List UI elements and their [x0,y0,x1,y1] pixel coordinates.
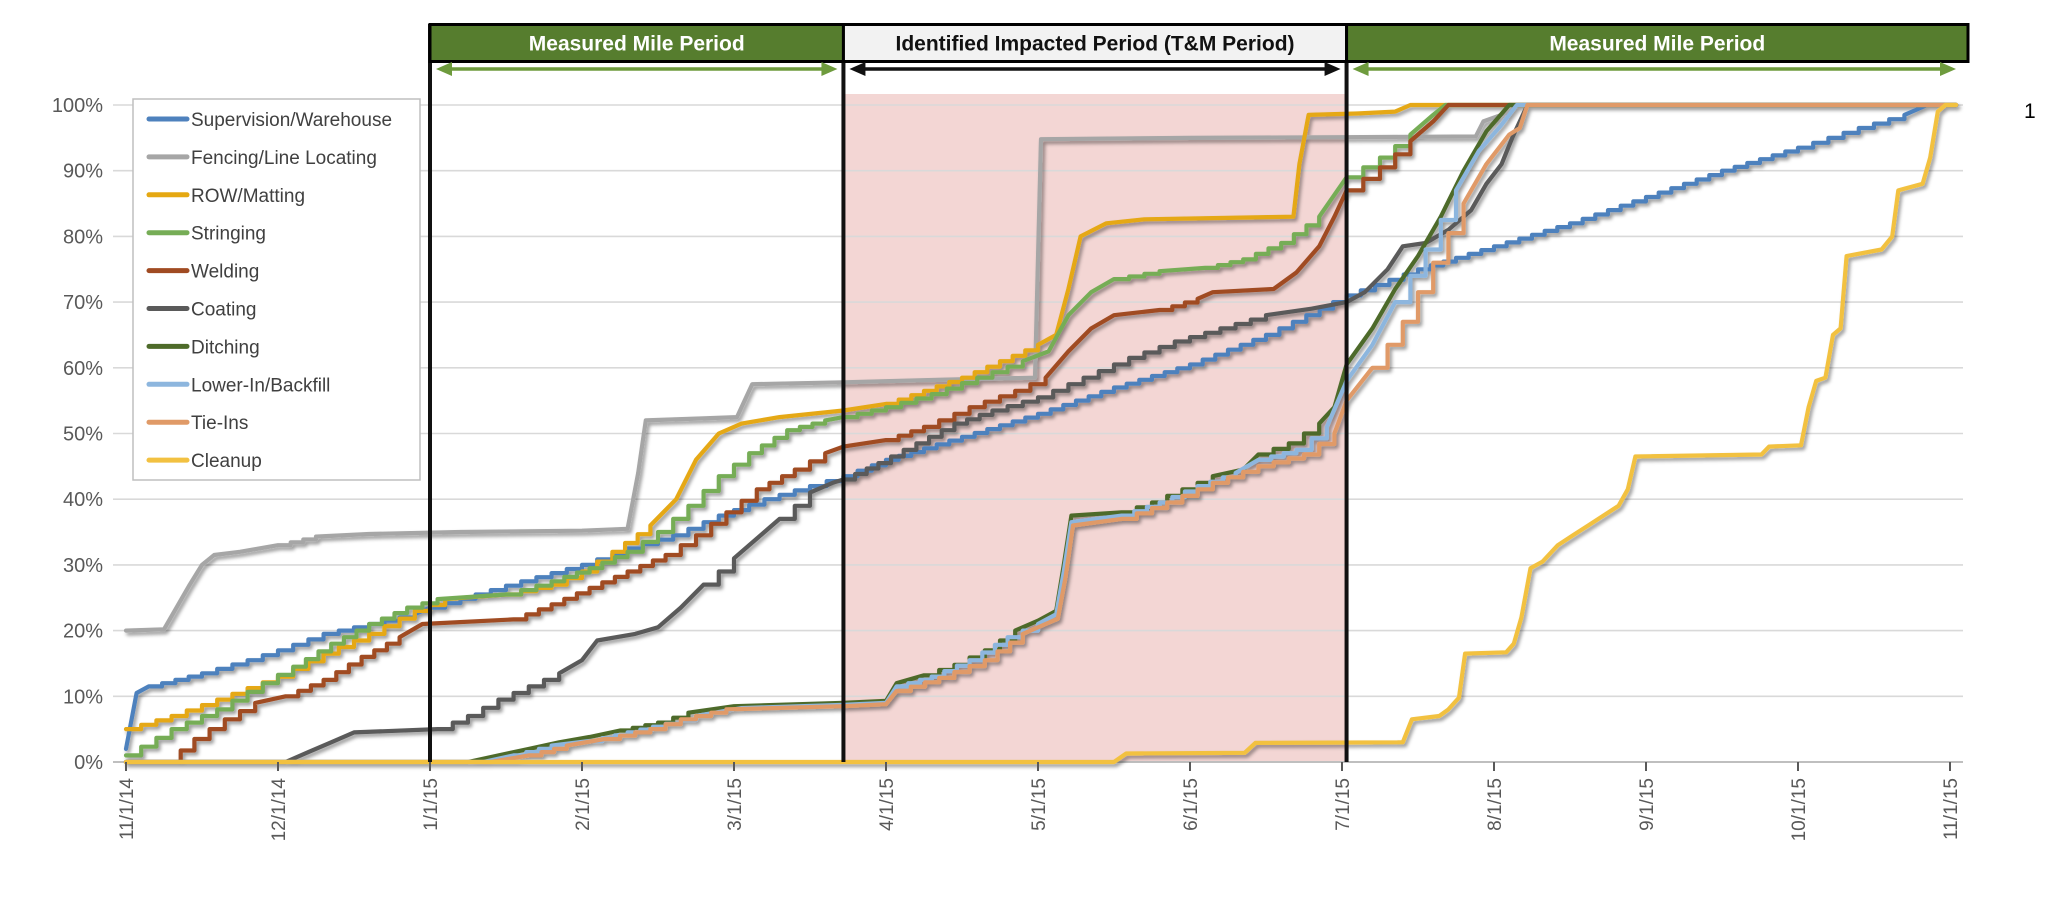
legend-item: Stringing [146,224,266,245]
legend-item-label: Ditching [191,337,260,358]
x-axis-tick-label: 3/1/15 [725,778,746,831]
legend-item: Fencing/Line Locating [146,148,377,169]
legend-item-label: Fencing/Line Locating [191,148,377,169]
y-axis-tick-label: 20% [63,621,103,643]
axes: 0% 10% 20% 30% 40% 50% 60% 70% 80% 90% 100% 11/1/14… [52,95,1962,841]
arrow-head-right [1324,62,1341,76]
legend-item: Cleanup [146,451,262,472]
arrow-head-left [849,62,866,76]
arrow-head-right [821,62,838,76]
x-axis-tick-label: 1/1/15 [421,778,442,831]
legend-item: Supervision/Warehouse [146,110,392,131]
data-series [123,102,1959,765]
y-axis-tick-label: 60% [63,358,103,380]
double-arrow-green [436,62,838,76]
x-axis-tick-label: 5/1/15 [1029,778,1050,831]
arrow-head-left [1352,62,1369,76]
x-axis-tick-label: 6/1/15 [1181,778,1202,831]
period-span-arrows [436,62,1956,76]
clipped-right-axis-text: 1 [2024,100,2036,123]
y-axis-tick-label: 50% [63,424,103,446]
x-axis-tick-label: 2/1/15 [573,778,594,831]
y-axis-tick-label: 80% [63,226,103,248]
impacted-period-shade-rect [843,94,1347,762]
period-banners: Measured Mile Period Identified Impacted… [428,23,1970,63]
banner-label: Identified Impacted Period (T&M Period) [895,33,1294,56]
legend-item-label: Supervision/Warehouse [191,110,392,131]
arrow-head-left [436,62,452,76]
impacted-period-banner [841,23,1349,63]
legend: Supervision/Warehouse Fencing/Line Locati… [132,98,421,481]
legend-item-label: Tie-Ins [191,413,248,434]
x-axis-tick-label: 11/1/14 [117,778,138,840]
series-line-fencing-line-locating [123,102,1959,633]
legend-item-label: Coating [191,300,257,321]
x-axis-tick-label: 9/1/15 [1637,778,1658,831]
legend-item-label: Cleanup [191,451,262,472]
legend-item: Tie-Ins [146,413,248,434]
y-axis-tick-label: 40% [63,489,103,511]
double-arrow-black [849,62,1341,76]
x-axis-tick-label: 4/1/15 [877,778,898,831]
series-line-welding [123,102,1959,765]
legend-item: Welding [146,262,259,283]
x-axis-tick-label: 8/1/15 [1485,778,1506,831]
x-axis-tick-label: 10/1/15 [1789,778,1810,841]
y-axis-tick-label: 100% [52,95,103,117]
banner-label: Measured Mile Period [1549,33,1765,56]
series-line-cleanup [123,102,1959,765]
double-arrow-green [1352,62,1956,76]
legend-item-label: ROW/Matting [191,186,305,207]
legend-box [132,98,421,481]
x-axis-tick-label: 7/1/15 [1333,778,1354,831]
measured-mile-banner-right [1345,23,1970,63]
y-axis-tick-label: 90% [63,161,103,183]
x-axis-tick-label: 12/1/14 [269,778,290,842]
legend-item: Ditching [146,337,260,358]
legend-item-label: Lower-In/Backfill [191,375,330,396]
x-axis-tick-label: 11/1/15 [1941,778,1962,840]
series-line-stringing [123,102,1959,758]
y-axis-tick-label: 30% [63,555,103,577]
legend-item: Lower-In/Backfill [146,375,330,396]
legend-item: ROW/Matting [146,186,305,207]
y-axis-tick-label: 70% [63,292,103,314]
legend-item: Coating [146,300,257,321]
y-axis-tick-label: 10% [63,686,103,708]
period-boundary-lines [428,24,1349,762]
series-line-coating [123,102,1959,765]
banner-label: Measured Mile Period [529,33,745,56]
measured-mile-banner-left [428,23,845,63]
y-axis-tick-label: 0% [74,752,103,774]
series-line-tie-ins [123,102,1959,765]
legend-item-label: Welding [191,262,259,283]
legend-item-label: Stringing [191,224,266,245]
impacted-period-shading [843,94,1347,762]
arrow-head-right [1940,62,1956,76]
